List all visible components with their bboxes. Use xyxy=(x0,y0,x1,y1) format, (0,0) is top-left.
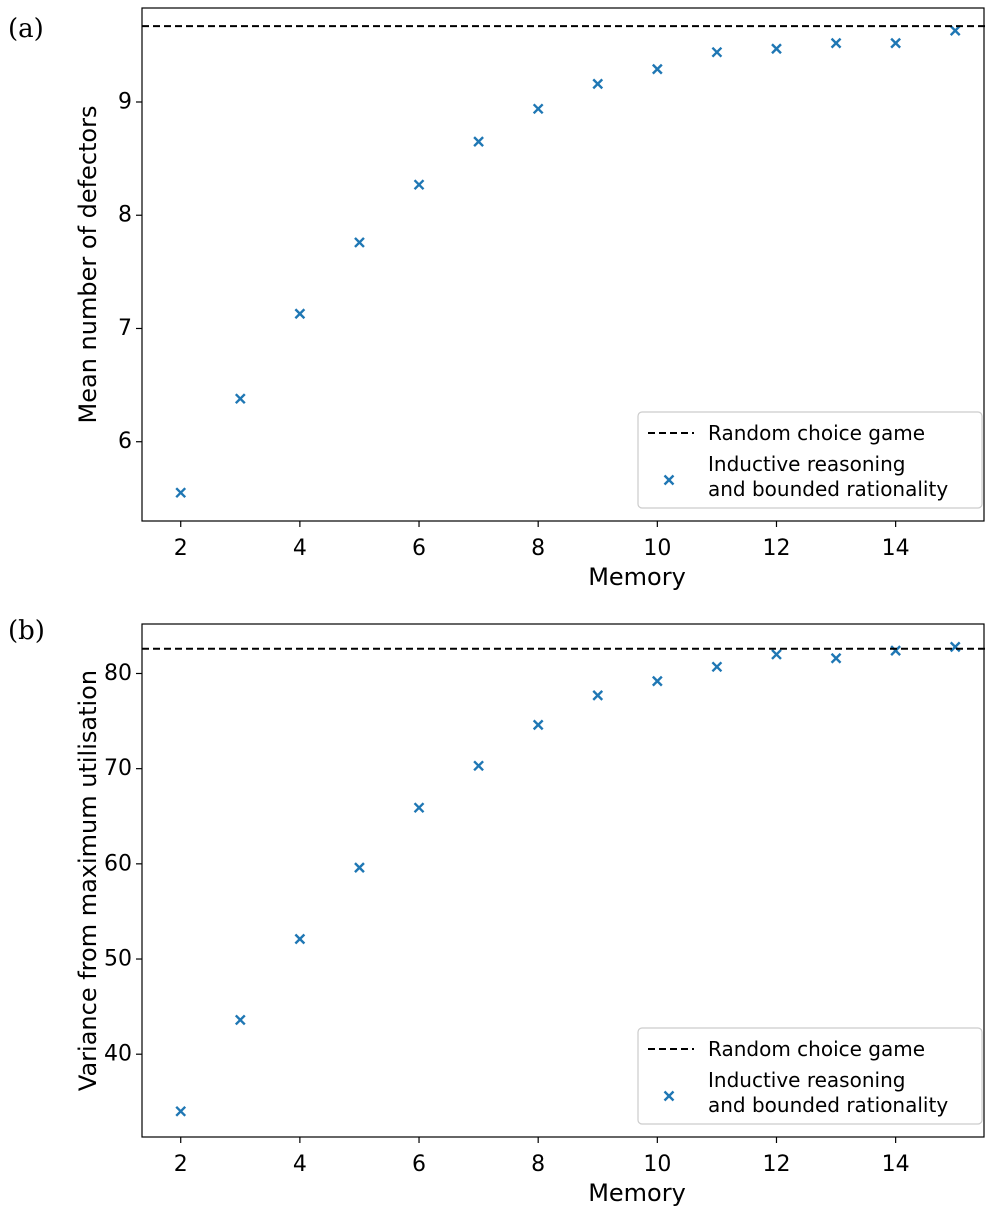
data-point xyxy=(830,652,842,664)
y-tick-label: 7 xyxy=(118,316,132,341)
data-point xyxy=(771,649,782,660)
data-point xyxy=(532,103,544,115)
data-point xyxy=(830,37,842,49)
data-point xyxy=(413,179,425,191)
data-point xyxy=(413,802,425,814)
panel-label: (b) xyxy=(8,616,45,646)
legend: Random choice game Inductive reasoningand… xyxy=(637,411,983,509)
legend-box xyxy=(637,411,983,509)
data-point xyxy=(651,63,663,75)
y-tick-label: 70 xyxy=(104,756,132,781)
x-tick-label: 10 xyxy=(643,536,671,561)
legend-marker-swatch xyxy=(663,474,675,486)
y-tick-label: 40 xyxy=(104,1042,132,1067)
data-point xyxy=(473,136,484,147)
legend-label-inductive-line1: Inductive reasoning xyxy=(708,452,905,476)
data-point xyxy=(175,1105,187,1117)
legend-label-random: Random choice game xyxy=(708,421,925,445)
x-tick-label: 2 xyxy=(174,1152,188,1177)
axes-frame xyxy=(141,623,985,1138)
data-point xyxy=(771,43,782,55)
data-point xyxy=(711,46,723,58)
y-axis-label: Variance from maximum utilisation xyxy=(74,670,102,1091)
data-point xyxy=(592,78,604,90)
y-tick-label: 80 xyxy=(104,661,132,686)
x-tick-label: 14 xyxy=(882,1152,910,1177)
data-point xyxy=(354,237,365,248)
data-point xyxy=(949,25,961,36)
x-tick-label: 8 xyxy=(531,1152,545,1177)
data-point xyxy=(234,1014,246,1026)
panel-label: (a) xyxy=(8,14,44,44)
x-tick-label: 10 xyxy=(643,1152,671,1177)
legend-label-inductive-line2: and bounded rationality xyxy=(708,1093,948,1117)
legend-label-random: Random choice game xyxy=(708,1037,925,1061)
x-tick-label: 14 xyxy=(882,536,910,561)
data-point xyxy=(651,675,663,687)
x-tick-label: 6 xyxy=(412,1152,426,1177)
y-tick-label: 9 xyxy=(118,89,132,114)
y-tick-label: 6 xyxy=(118,429,132,454)
x-axis-label: Memory xyxy=(588,563,686,591)
data-point xyxy=(354,862,365,873)
data-point xyxy=(890,645,901,656)
panel-b: (b) 2 4 6 8 10 12 14 40 50 60 70 80 Memory Variance fr… xyxy=(8,616,985,1207)
data-point xyxy=(294,933,306,945)
data-point xyxy=(234,393,246,405)
x-tick-label: 6 xyxy=(412,536,426,561)
y-tick-label: 8 xyxy=(118,203,132,228)
x-tick-label: 2 xyxy=(174,536,188,561)
legend-label-inductive-line1: Inductive reasoning xyxy=(708,1068,905,1092)
legend-label-inductive-line2: and bounded rationality xyxy=(708,477,948,501)
legend: Random choice game Inductive reasoningand… xyxy=(637,1027,983,1125)
x-tick-label: 4 xyxy=(293,536,307,561)
data-point xyxy=(532,719,544,731)
panel-a: (a) 2 4 6 8 10 12 14 6 7 8 9 Memory Mean number of de… xyxy=(8,7,985,591)
data-point xyxy=(592,690,604,701)
data-point xyxy=(949,641,961,653)
data-point xyxy=(711,661,723,673)
axes-frame xyxy=(141,7,985,522)
data-point xyxy=(175,487,187,499)
data-point xyxy=(890,37,901,49)
x-tick-label: 4 xyxy=(293,1152,307,1177)
x-tick-label: 8 xyxy=(531,536,545,561)
data-point xyxy=(294,308,306,320)
x-tick-label: 12 xyxy=(762,536,790,561)
legend-marker-swatch xyxy=(663,1090,675,1102)
legend-box xyxy=(637,1027,983,1125)
y-tick-label: 60 xyxy=(104,851,132,876)
x-tick-label: 12 xyxy=(762,1152,790,1177)
y-axis-label: Mean number of defectors xyxy=(74,106,102,424)
y-tick-label: 50 xyxy=(104,947,132,972)
data-point xyxy=(473,760,484,772)
x-axis-label: Memory xyxy=(588,1179,686,1207)
